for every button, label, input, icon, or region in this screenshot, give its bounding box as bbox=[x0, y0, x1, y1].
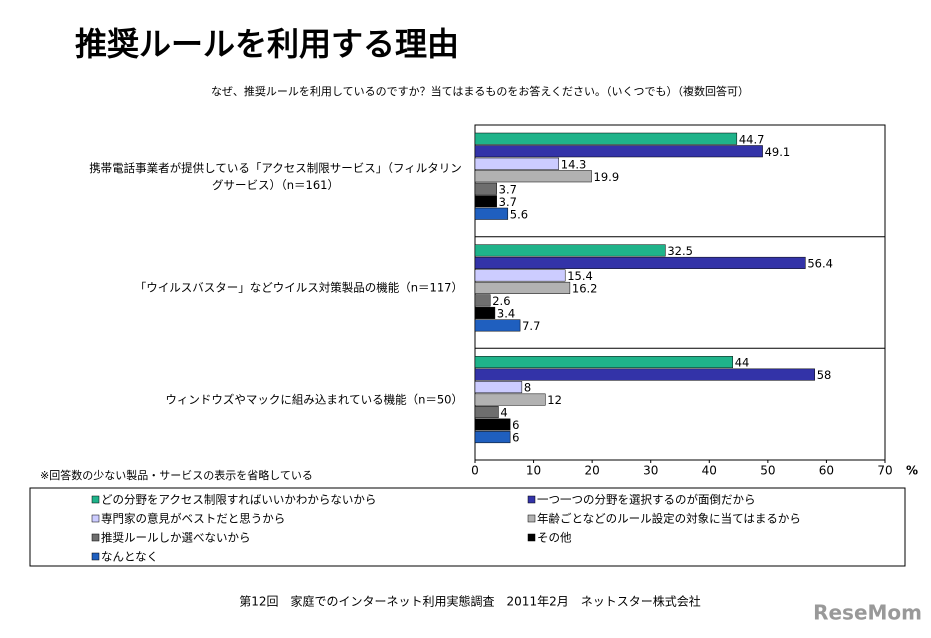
bar bbox=[474, 244, 666, 257]
legend-swatch bbox=[527, 495, 536, 504]
x-tick-label: 50 bbox=[760, 464, 775, 478]
watermark: ReseMom bbox=[813, 601, 922, 625]
legend-label: その他 bbox=[537, 531, 572, 545]
x-tick-label: 10 bbox=[526, 464, 541, 478]
bar bbox=[474, 418, 511, 431]
category-label: ウィンドウズやマックに組み込まれている機能（n＝50） bbox=[165, 392, 463, 407]
legend-swatch bbox=[91, 533, 100, 542]
value-label: 4 bbox=[500, 406, 507, 420]
value-label: 58 bbox=[817, 368, 832, 382]
x-tick-label: 70 bbox=[877, 464, 892, 478]
footer: 第12回 家庭でのインターネット利用実態調査 2011年2月 ネットスター株式会… bbox=[239, 594, 700, 609]
value-label: 56.4 bbox=[807, 256, 833, 270]
legend-swatch bbox=[91, 514, 100, 523]
x-tick-label: 20 bbox=[585, 464, 600, 478]
bar bbox=[474, 356, 733, 369]
legend-label: 推奨ルールしか選べないから bbox=[101, 531, 251, 545]
bar bbox=[474, 381, 523, 394]
x-tick-label: 30 bbox=[643, 464, 658, 478]
bar bbox=[474, 256, 806, 269]
note: ※回答数の少ない製品・サービスの表示を省略している bbox=[40, 468, 313, 482]
value-label: 2.6 bbox=[492, 294, 510, 308]
legend-label: 一つ一つの分野を選択するのが面倒だから bbox=[537, 493, 756, 507]
value-label: 7.7 bbox=[522, 319, 540, 333]
legend-swatch bbox=[527, 533, 536, 542]
value-label: 6 bbox=[512, 418, 519, 432]
bar bbox=[474, 393, 546, 406]
value-label: 3.7 bbox=[499, 182, 517, 196]
value-label: 32.5 bbox=[667, 244, 693, 258]
legend-label: なんとなく bbox=[101, 550, 158, 564]
x-unit: % bbox=[906, 464, 918, 478]
legend-frame bbox=[29, 487, 906, 567]
category-label: 「ウイルスバスター」などウイルス対策製品の機能（n＝117） bbox=[134, 280, 463, 295]
value-label: 5.6 bbox=[510, 207, 528, 221]
value-label: 19.9 bbox=[594, 170, 620, 184]
legend-swatch bbox=[91, 495, 100, 504]
bar bbox=[474, 132, 738, 145]
bar bbox=[474, 281, 571, 294]
bar bbox=[474, 431, 511, 444]
x-tick-label: 0 bbox=[471, 464, 479, 478]
bar bbox=[474, 170, 592, 183]
legend-label: 専門家の意見がベストだと思うから bbox=[101, 512, 285, 526]
value-label: 49.1 bbox=[765, 145, 791, 159]
value-label: 44.7 bbox=[739, 132, 765, 146]
value-label: 15.4 bbox=[567, 269, 593, 283]
legend-label: 年齢ごとなどのルール設定の対象に当てはまるから bbox=[537, 512, 801, 526]
bar bbox=[474, 306, 496, 319]
x-tick-label: 40 bbox=[702, 464, 717, 478]
bar bbox=[474, 182, 497, 195]
value-label: 6 bbox=[512, 431, 519, 445]
value-label: 44 bbox=[735, 356, 750, 370]
value-label: 16.2 bbox=[572, 281, 598, 295]
value-label: 12 bbox=[547, 393, 562, 407]
value-label: 14.3 bbox=[561, 157, 587, 171]
x-tick-label: 60 bbox=[819, 464, 834, 478]
value-label: 3.7 bbox=[499, 195, 517, 209]
value-label: 8 bbox=[524, 381, 531, 395]
legend-label: どの分野をアクセス制限すればいいかわからないから bbox=[101, 493, 376, 507]
bar bbox=[474, 319, 521, 332]
bar bbox=[474, 368, 815, 381]
bar bbox=[474, 195, 497, 208]
bar bbox=[474, 269, 566, 282]
bar bbox=[474, 145, 763, 158]
bar bbox=[474, 207, 509, 220]
chart-title: 推奨ルールを利用する理由 bbox=[75, 25, 459, 63]
legend-swatch bbox=[527, 514, 536, 523]
legend-swatch bbox=[91, 552, 100, 561]
subtitle: なぜ、推奨ルールを利用しているのですか？当てはまるものをお答えください。（いくつ… bbox=[211, 84, 749, 98]
bar bbox=[474, 406, 499, 419]
bar bbox=[474, 294, 491, 307]
bar bbox=[474, 157, 560, 170]
value-label: 3.4 bbox=[497, 306, 515, 320]
category-label: 携帯電話事業者が提供している「アクセス制限サービス」（フィルタリングサービス）（… bbox=[89, 160, 462, 192]
